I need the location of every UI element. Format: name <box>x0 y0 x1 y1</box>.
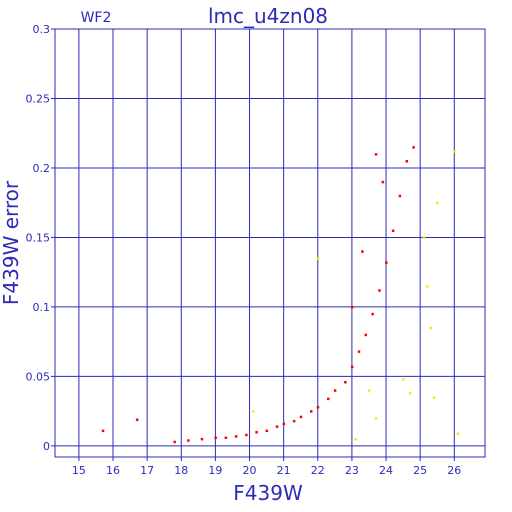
data-point <box>316 405 320 409</box>
data-point <box>374 153 378 156</box>
x-tick-label: 24 <box>379 464 393 477</box>
x-tick-label: 18 <box>174 464 188 477</box>
y-tick-label: 0 <box>43 440 50 453</box>
axis-ticks <box>51 28 455 461</box>
data-point <box>429 326 432 330</box>
data-point <box>299 415 303 419</box>
data-point <box>381 180 385 184</box>
data-point <box>402 378 405 381</box>
x-tick-labels: 15 16 17 18 19 20 21 22 23 24 25 26 <box>72 464 461 477</box>
data-point <box>456 432 460 435</box>
x-tick-label: 21 <box>277 464 291 477</box>
data-point <box>350 305 354 309</box>
data-point <box>316 257 320 260</box>
data-point <box>173 440 176 444</box>
chart-title: lmc_u4zn08 <box>208 4 328 28</box>
data-point <box>187 439 190 442</box>
x-tick-label: 15 <box>72 464 86 477</box>
data-point <box>350 365 354 369</box>
grid-lines <box>55 28 485 457</box>
x-tick-label: 26 <box>447 464 461 477</box>
y-tick-label: 0.15 <box>26 231 51 244</box>
y-tick-label: 0.2 <box>33 162 51 175</box>
data-point <box>327 397 330 401</box>
plot-frame <box>54 28 486 458</box>
data-point <box>385 261 388 264</box>
data-point <box>200 437 204 441</box>
x-tick-label: 23 <box>345 464 359 477</box>
data-point <box>367 389 371 392</box>
data-point <box>391 229 395 232</box>
y-tick-label: 0.05 <box>26 370 51 383</box>
data-point <box>101 429 105 433</box>
data-point <box>354 437 357 441</box>
x-tick-label: 20 <box>243 464 257 477</box>
data-point <box>436 201 439 205</box>
data-point <box>432 396 436 399</box>
chart-subtitle: WF2 <box>81 10 112 26</box>
data-point <box>412 146 415 149</box>
data-point <box>333 389 337 392</box>
y-tick-label: 0.25 <box>26 92 51 105</box>
data-point <box>282 422 286 426</box>
data-point <box>224 436 228 440</box>
data-point <box>361 250 364 253</box>
data-point <box>344 380 347 384</box>
data-point <box>378 289 381 292</box>
data-point <box>398 194 402 198</box>
data-point <box>255 430 258 434</box>
data-point <box>309 410 313 413</box>
data-point <box>214 436 217 440</box>
data-point <box>425 285 429 288</box>
data-point <box>453 150 456 153</box>
x-tick-label: 22 <box>311 464 325 477</box>
data-point <box>245 433 248 437</box>
data-point <box>374 417 378 420</box>
data-point <box>251 410 255 413</box>
data-point <box>364 333 368 337</box>
x-tick-label: 16 <box>106 464 120 477</box>
data-point <box>292 419 296 423</box>
data-points <box>101 146 460 444</box>
y-tick-labels: 0 0.05 0.1 0.15 0.2 0.25 0.3 <box>26 23 51 453</box>
x-tick-label: 19 <box>208 464 222 477</box>
data-point <box>265 429 269 433</box>
data-point <box>357 350 361 353</box>
data-point <box>405 160 409 163</box>
data-point <box>275 425 279 428</box>
x-tick-label: 25 <box>413 464 427 477</box>
data-point <box>234 435 238 438</box>
y-axis-label: F439W error <box>0 180 23 305</box>
data-point <box>422 236 426 239</box>
data-point <box>135 418 139 421</box>
x-tick-label: 17 <box>140 464 154 477</box>
y-tick-label: 0.1 <box>33 301 51 314</box>
data-point <box>408 392 412 395</box>
y-tick-label: 0.3 <box>33 23 51 36</box>
data-point <box>371 312 374 316</box>
x-axis-label: F439W <box>233 481 303 505</box>
